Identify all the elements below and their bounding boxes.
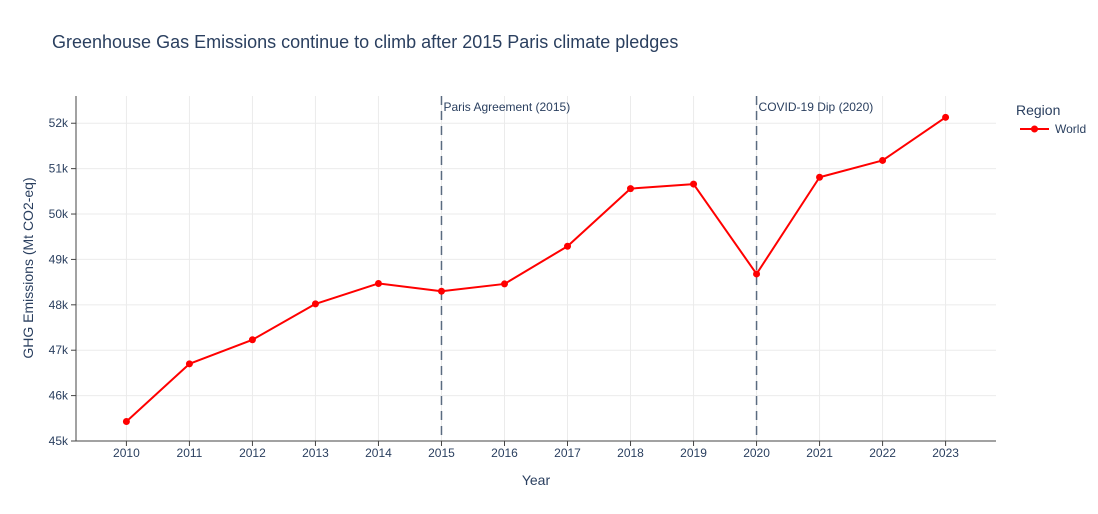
data-point[interactable] bbox=[816, 173, 824, 181]
y-tick-label: 45k bbox=[49, 434, 69, 448]
data-point[interactable] bbox=[564, 242, 572, 250]
x-tick-label: 2023 bbox=[932, 446, 959, 460]
x-tick-label: 2022 bbox=[869, 446, 896, 460]
data-point[interactable] bbox=[942, 113, 950, 121]
y-tick-label: 47k bbox=[49, 343, 69, 357]
x-tick-label: 2011 bbox=[177, 446, 203, 460]
x-tick-label: 2019 bbox=[680, 446, 707, 460]
annotation-lines bbox=[440, 96, 758, 441]
y-axis-label: GHG Emissions (Mt CO2-eq) bbox=[20, 177, 36, 358]
series bbox=[122, 113, 950, 425]
grid bbox=[76, 96, 996, 442]
data-point[interactable] bbox=[437, 287, 445, 295]
y-tick-label: 48k bbox=[49, 298, 69, 312]
x-tick-label: 2021 bbox=[806, 446, 833, 460]
chart-title: Greenhouse Gas Emissions continue to cli… bbox=[52, 32, 678, 52]
data-point[interactable] bbox=[248, 336, 256, 344]
x-ticks: 2010 2011 2012 2013 2014 2015 2016 2017 2018 2019… bbox=[113, 441, 959, 460]
legend[interactable]: Region World bbox=[1016, 102, 1086, 136]
annotation-label: COVID-19 Dip (2020) bbox=[759, 100, 874, 114]
series-line bbox=[125, 116, 947, 423]
y-tick-label: 52k bbox=[49, 116, 69, 130]
data-point[interactable] bbox=[627, 185, 635, 193]
annotation-label: Paris Agreement (2015) bbox=[443, 100, 570, 114]
data-point[interactable] bbox=[374, 279, 382, 287]
x-tick-label: 2013 bbox=[302, 446, 329, 460]
x-tick-label: 2018 bbox=[617, 446, 644, 460]
axes bbox=[75, 96, 996, 442]
x-tick-label: 2020 bbox=[743, 446, 770, 460]
annotations: Paris Agreement (2015) COVID-19 Dip (2020… bbox=[443, 100, 873, 114]
data-point[interactable] bbox=[122, 417, 130, 425]
data-point[interactable] bbox=[753, 270, 761, 278]
y-tick-label: 49k bbox=[49, 252, 69, 266]
x-tick-label: 2016 bbox=[491, 446, 518, 460]
y-ticks: 45k 46k 47k 48k 49k 50k 51k 52k bbox=[49, 116, 76, 448]
data-point[interactable] bbox=[879, 156, 887, 164]
x-tick-label: 2010 bbox=[113, 446, 140, 460]
data-point[interactable] bbox=[185, 360, 193, 368]
y-tick-label: 51k bbox=[49, 162, 69, 176]
legend-item-label[interactable]: World bbox=[1055, 122, 1086, 136]
y-tick-label: 46k bbox=[49, 389, 69, 403]
x-tick-label: 2017 bbox=[554, 446, 581, 460]
x-tick-label: 2015 bbox=[428, 446, 455, 460]
x-axis-label: Year bbox=[522, 472, 551, 488]
data-point[interactable] bbox=[311, 300, 319, 308]
x-tick-label: 2012 bbox=[239, 446, 266, 460]
legend-items[interactable]: World bbox=[1020, 122, 1086, 136]
legend-swatch-marker bbox=[1031, 125, 1038, 133]
y-tick-label: 50k bbox=[49, 207, 69, 221]
data-point[interactable] bbox=[690, 180, 698, 188]
legend-title: Region bbox=[1016, 102, 1060, 118]
x-tick-label: 2014 bbox=[365, 446, 392, 460]
data-point[interactable] bbox=[500, 280, 508, 288]
